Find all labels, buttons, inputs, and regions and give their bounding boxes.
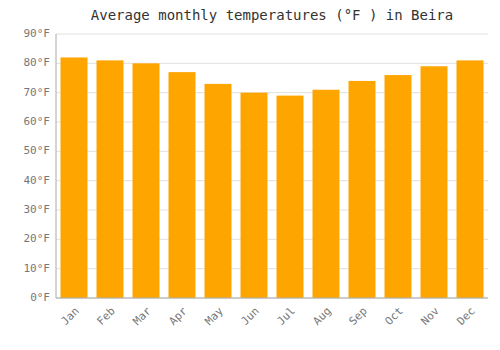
bar <box>169 72 196 298</box>
x-tick-label: Mar <box>131 304 155 328</box>
bar <box>421 66 448 298</box>
bar <box>97 60 124 298</box>
y-tick-label: 20°F <box>24 232 51 245</box>
x-tick-label: Jan <box>59 305 82 328</box>
y-tick-label: 80°F <box>24 56 51 69</box>
x-ticks: Jan Feb Mar Apr May Jun Jul Aug Sep Oct Nov Dec <box>59 304 478 328</box>
bar <box>385 75 412 298</box>
y-tick-label: 10°F <box>24 262 51 275</box>
bar <box>277 96 304 298</box>
y-tick-label: 0°F <box>30 291 50 304</box>
bar <box>313 90 340 298</box>
x-tick-label: Jun <box>239 305 262 328</box>
y-tick-label: 60°F <box>24 115 51 128</box>
x-tick-label: Feb <box>95 305 118 328</box>
grid-line <box>56 34 488 35</box>
chart: 0°F 10°F 20°F 30°F 40°F 50°F 60°F 70°F 80°F 90°F J… <box>0 0 500 350</box>
x-tick-label: Dec <box>455 305 478 328</box>
bars <box>61 57 484 298</box>
y-tick-label: 90°F <box>24 27 51 40</box>
title: Average monthly temperatures (°F ) in Be… <box>91 7 453 23</box>
x-tick-label: Sep <box>347 305 370 328</box>
y-grid <box>56 34 488 298</box>
x-axis-line <box>56 298 488 299</box>
x-tick-label: Oct <box>383 305 406 328</box>
x-tick-label: Jul <box>275 305 298 328</box>
bar <box>133 63 160 298</box>
x-tick-label: Aug <box>311 305 334 328</box>
y-axis-line <box>56 34 57 298</box>
y-tick-label: 50°F <box>24 144 51 157</box>
bar <box>61 57 88 298</box>
bar <box>349 81 376 298</box>
y-tick-label: 70°F <box>24 86 51 99</box>
bar <box>241 93 268 298</box>
y-tick-label: 40°F <box>24 174 51 187</box>
bar <box>457 60 484 298</box>
x-tick-label: Nov <box>419 304 443 328</box>
bar <box>205 84 232 298</box>
y-ticks: 0°F 10°F 20°F 30°F 40°F 50°F 60°F 70°F 80°F 90°F <box>24 27 51 304</box>
y-tick-label: 30°F <box>24 203 51 216</box>
x-tick-label: May <box>203 304 227 328</box>
grid-line <box>56 298 488 299</box>
x-tick-label: Apr <box>167 304 191 328</box>
